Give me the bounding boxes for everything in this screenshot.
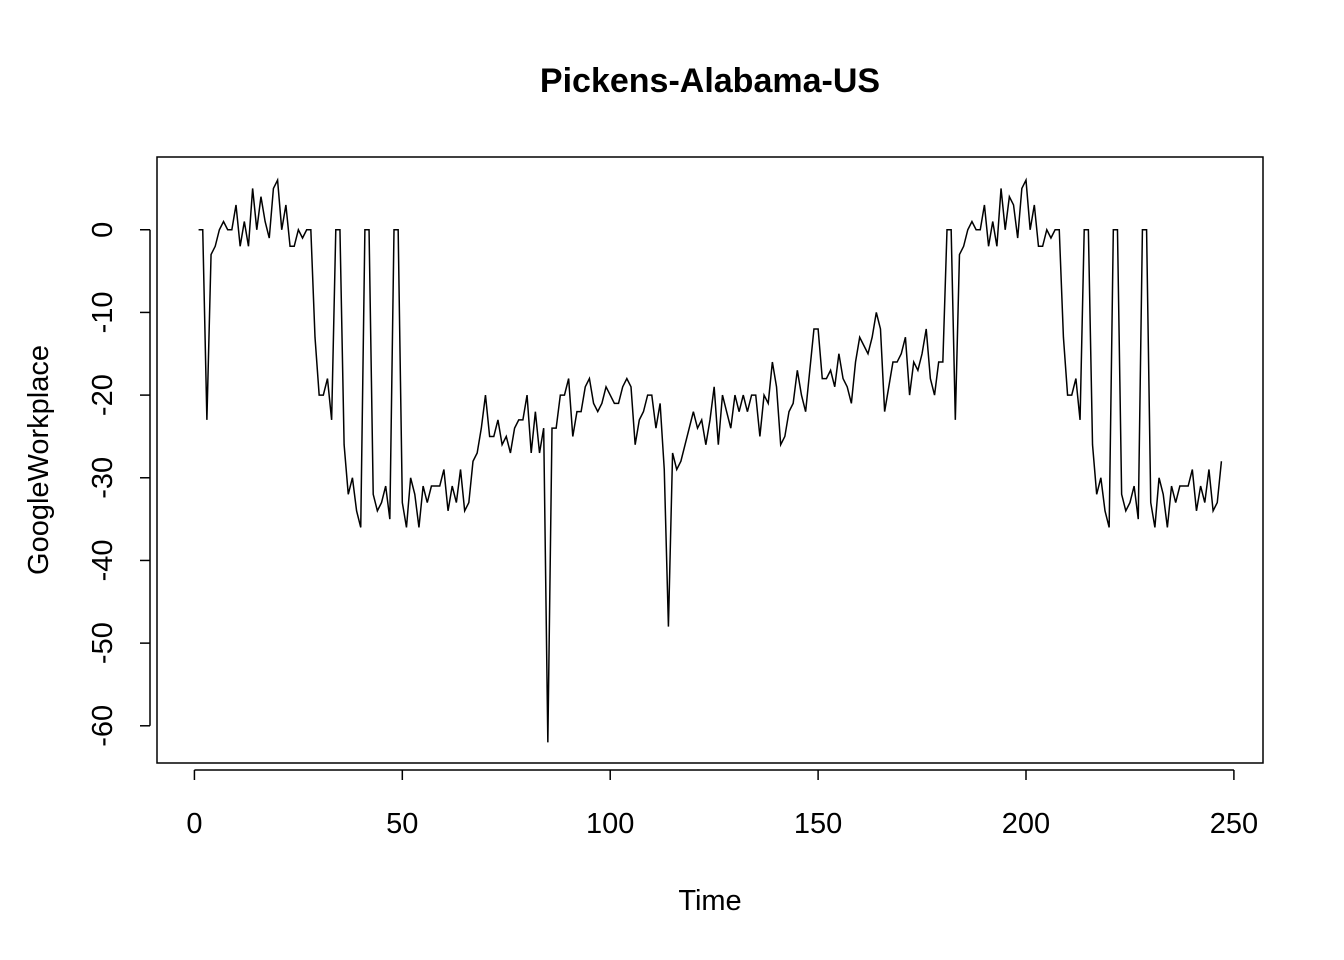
x-tick-label: 250 [1210,808,1258,840]
x-tick-label: 200 [1002,808,1050,840]
y-axis-label: GoogleWorkplace [23,345,55,575]
plot-area-frame [156,156,1264,764]
chart-title: Pickens-Alabama-US [540,62,880,100]
y-tick-label: -60 [87,705,119,747]
x-tick-label: 0 [186,808,202,840]
y-tick-label: -50 [87,622,119,664]
x-axis: 0 50 100 150 200 250 [186,769,1258,840]
x-axis-label: Time [678,885,741,917]
x-tick-label: 50 [386,808,418,840]
y-tick-label: -20 [87,374,119,416]
y-tick-label: -30 [87,457,119,499]
y-tick-label: -10 [87,291,119,333]
x-tick-label: 150 [794,808,842,840]
series-line [198,177,1223,743]
y-tick-label: 0 [87,222,119,238]
x-tick-label: 100 [586,808,634,840]
y-axis: 0 -10 -20 -30 -40 -50 -60 [87,222,151,747]
y-tick-label: -40 [87,539,119,581]
